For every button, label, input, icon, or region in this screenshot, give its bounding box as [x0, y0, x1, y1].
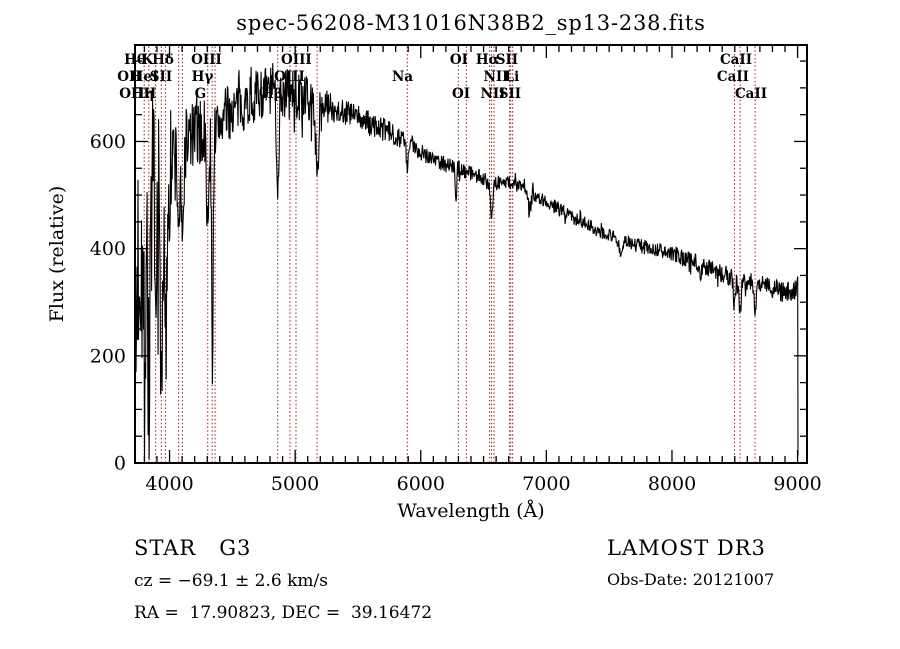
- spectral-line-label: HeI: [131, 69, 159, 85]
- line-markers-group: [134, 46, 756, 462]
- obs-date-text: Obs-Date: 20121007: [607, 570, 775, 589]
- survey-release-text: LAMOST DR3: [607, 536, 766, 560]
- spectral-line-label: H: [144, 86, 157, 102]
- spectral-line-label: SII: [499, 86, 521, 102]
- x-tick-label: 6000: [397, 473, 445, 495]
- spectrum-trace: [134, 63, 799, 460]
- axes-group: [134, 44, 808, 464]
- spectral-line-label: OI: [450, 52, 468, 68]
- spectral-line-label: G: [195, 86, 207, 102]
- y-tick-label: 400: [90, 238, 126, 260]
- y-tick-label: 200: [90, 345, 126, 367]
- spectral-line-label: SII: [150, 69, 172, 85]
- spectral-line-label: CaII: [720, 52, 752, 68]
- spectral-line-label: K: [142, 52, 155, 68]
- spectral-line-label: NII: [481, 86, 506, 102]
- spectral-line-label: CaII: [735, 86, 767, 102]
- spectral-line-label: Li: [505, 69, 520, 85]
- x-axis-title: Wavelength (Å): [397, 500, 545, 522]
- spectral-line-label: OII: [119, 86, 143, 102]
- spectral-line-label: SII: [496, 52, 518, 68]
- x-tick-label: 9000: [773, 473, 821, 495]
- tick-labels-group: 4000 5000 6000 7000 8000 9000 0 200 400 600: [90, 131, 822, 495]
- spectral-line-label: Hα: [476, 52, 500, 68]
- plot-frame: [134, 44, 808, 464]
- x-tick-label: 7000: [522, 473, 570, 495]
- spectral-line-label: Na: [392, 69, 413, 85]
- spectral-line-label: Hη: [132, 86, 155, 102]
- spectral-line-label: OIII: [191, 52, 222, 68]
- spectral-line-label: NII: [484, 69, 509, 85]
- x-tick-label: 5000: [271, 473, 319, 495]
- spectral-line-label: OI: [452, 86, 470, 102]
- x-tick-label: 4000: [145, 473, 193, 495]
- y-tick-label: 0: [114, 453, 126, 475]
- radial-velocity-text: cz = −69.1 ± 2.6 km/s: [134, 571, 328, 591]
- figure-title: spec-56208-M31016N38B2_sp13-238.fits: [236, 11, 706, 35]
- spectral-line-label: OIII: [281, 52, 312, 68]
- spectral-line-label: OIII: [274, 69, 305, 85]
- spectral-line-label: Hδ: [152, 52, 174, 68]
- ra-dec-text: RA = 17.90823, DEC = 39.16472: [134, 603, 433, 623]
- y-tick-label: 600: [90, 131, 126, 153]
- spectral-line-label: Hγ: [192, 69, 214, 85]
- object-class-text: STAR G3: [134, 536, 252, 560]
- x-tick-label: 8000: [648, 473, 696, 495]
- spectral-line-label: CaII: [717, 69, 749, 85]
